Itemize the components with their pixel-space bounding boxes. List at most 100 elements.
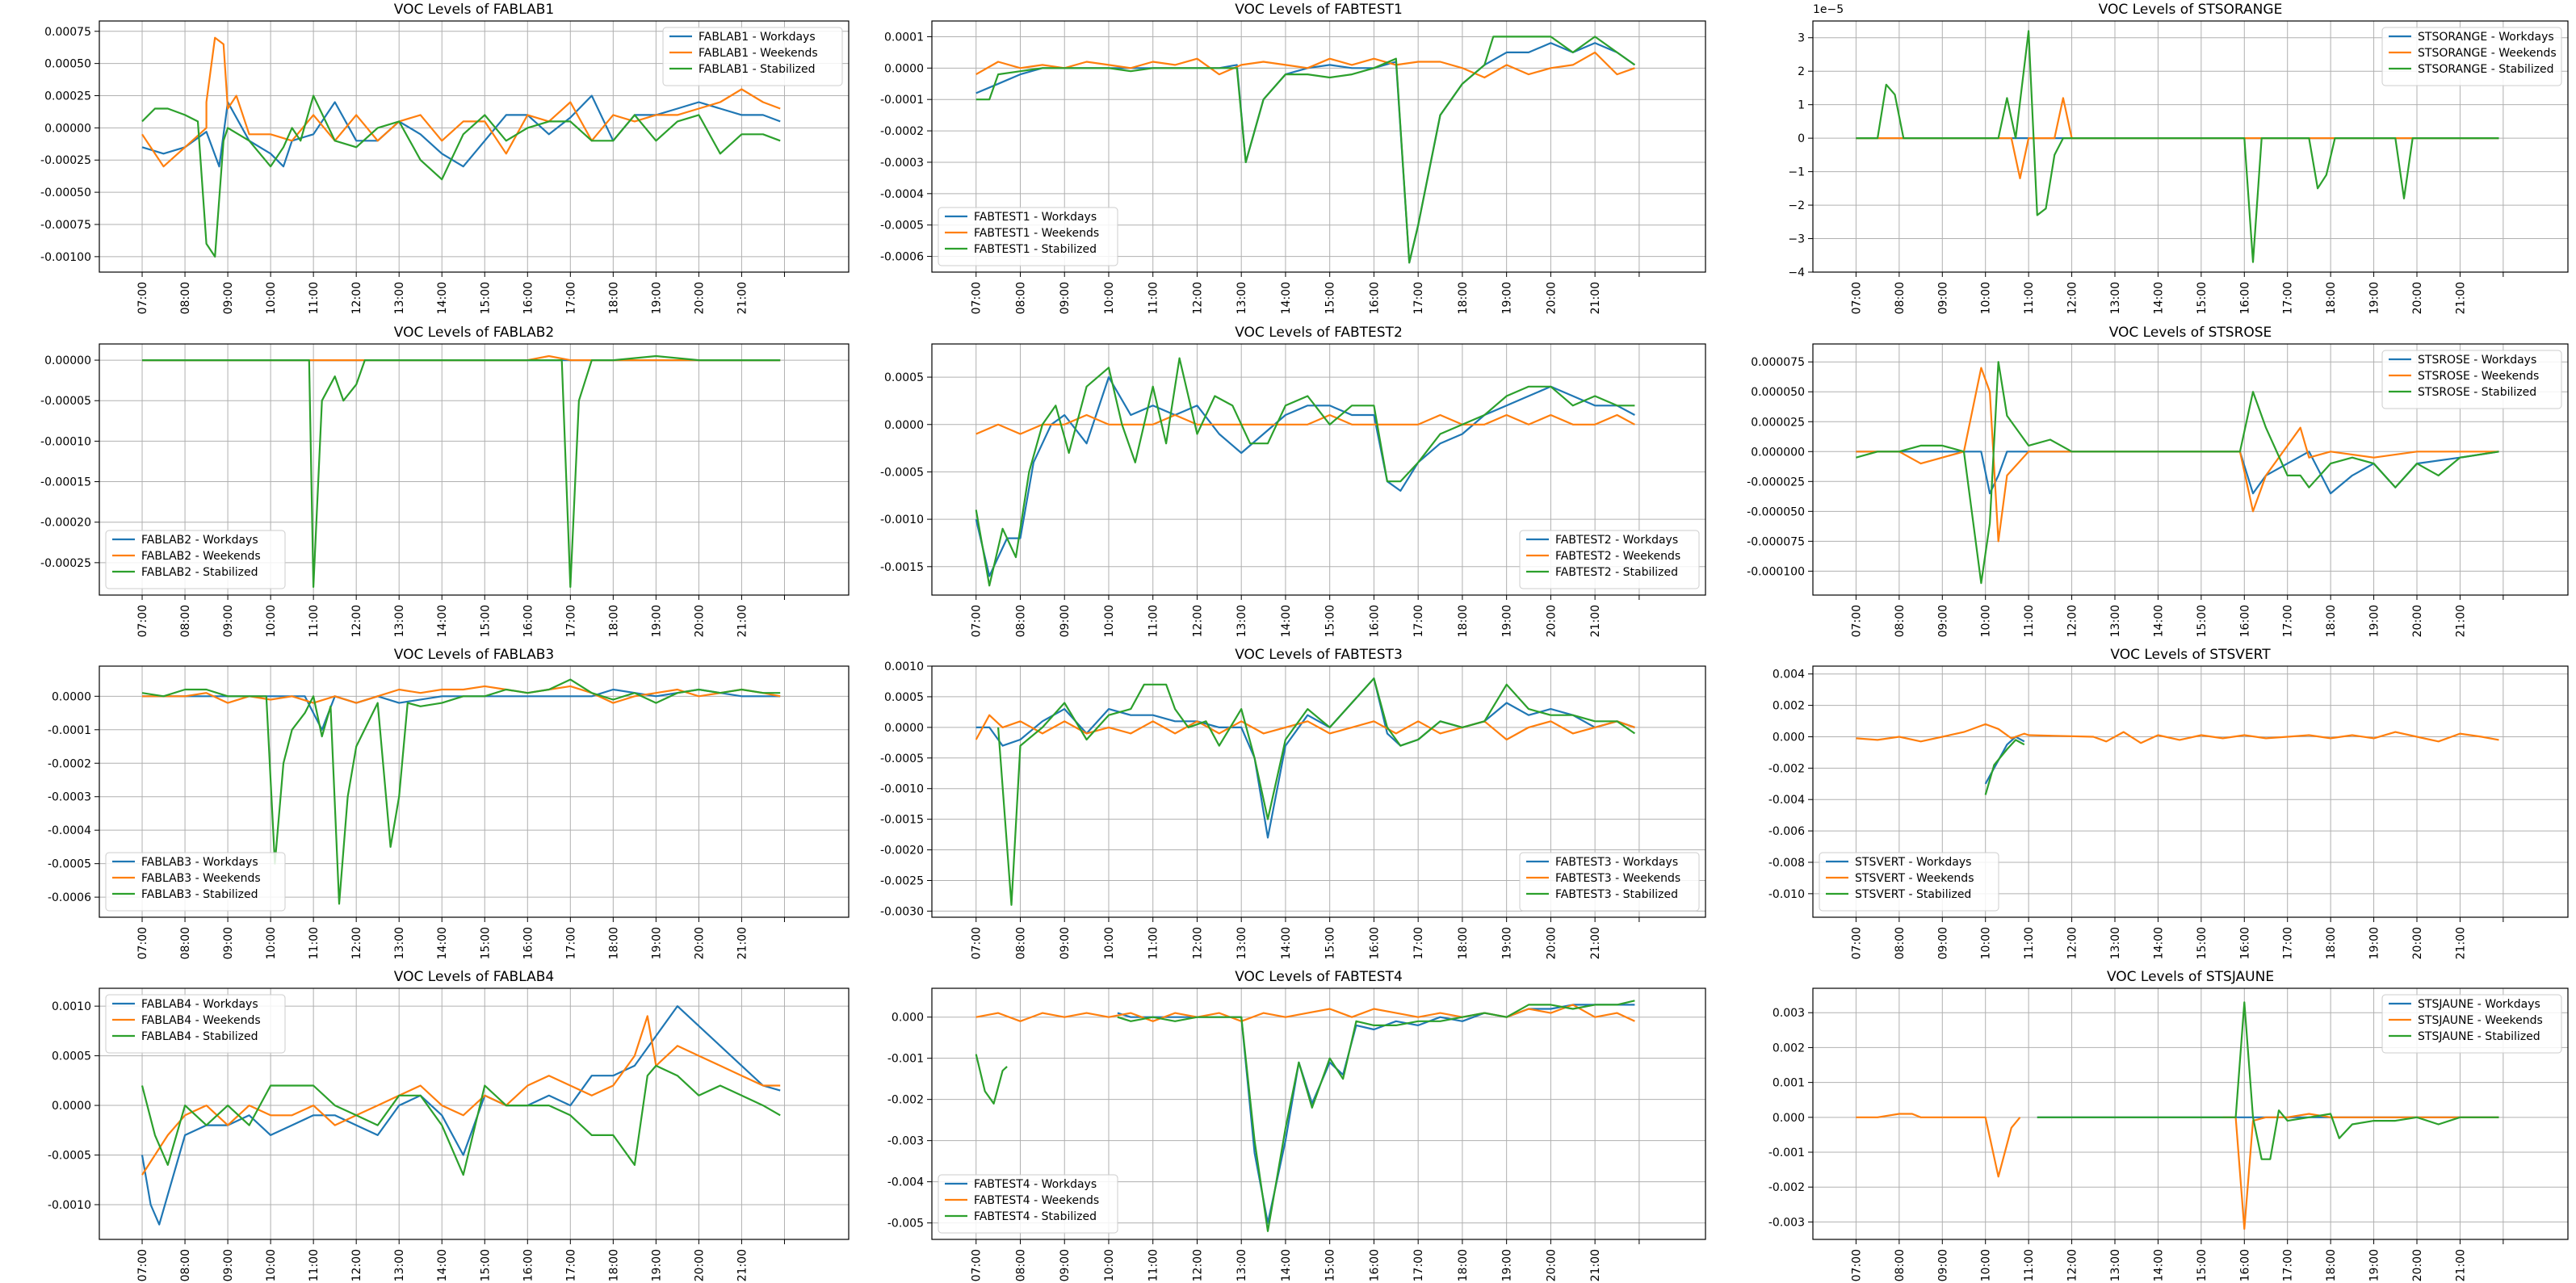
legend-entry: FABTEST4 - Workdays xyxy=(974,1178,1097,1191)
x-tick-label: 08:00 xyxy=(179,1249,192,1281)
x-tick-label: 21:00 xyxy=(2454,927,2467,959)
y-tick-label: -0.0002 xyxy=(48,757,91,770)
legend-entry: FABLAB2 - Workdays xyxy=(141,534,258,547)
y-tick-label: 0.00000 xyxy=(44,354,91,367)
y-tick-label: -0.000050 xyxy=(1747,505,1805,518)
x-tick-label: 09:00 xyxy=(222,1249,235,1281)
y-tick-label: -0.0005 xyxy=(48,1150,91,1163)
x-tick-label: 18:00 xyxy=(607,1249,620,1281)
legend-box xyxy=(105,530,286,589)
y-tick-label: 0.000075 xyxy=(1751,356,1805,369)
y-tick-label: 3 xyxy=(1798,32,1805,45)
x-tick-label: 21:00 xyxy=(1589,1249,1602,1281)
subplot-4: VOC Levels of FABTEST2 07:00 08:00 09:00 10:… xyxy=(880,325,1706,637)
x-tick-label: 21:00 xyxy=(2454,605,2467,637)
x-tick-label: 18:00 xyxy=(2325,282,2338,314)
series-line xyxy=(1856,30,2499,263)
legend-entry: FABTEST3 - Stabilized xyxy=(1555,888,1678,901)
series-line xyxy=(2037,1001,2499,1160)
y-tick-label: -0.00100 xyxy=(40,251,91,264)
y-tick-label: -0.0003 xyxy=(880,157,924,170)
legend-box xyxy=(2381,994,2562,1054)
x-tick-label: 17:00 xyxy=(564,605,577,637)
subplot-title: VOC Levels of FABTEST1 xyxy=(1235,2,1403,18)
x-tick-label: 10:00 xyxy=(265,605,278,637)
legend: STSJAUNE - Workdays STSJAUNE - Weekends ST… xyxy=(2381,994,2562,1054)
x-tick-label: 12:00 xyxy=(350,605,363,637)
x-tick-label: 20:00 xyxy=(693,927,706,959)
plot-frame xyxy=(1812,343,2569,596)
x-tick-label: 19:00 xyxy=(650,1249,663,1281)
legend-entry: STSORANGE - Workdays xyxy=(2418,31,2554,44)
y-tick-label: -0.0015 xyxy=(880,814,924,827)
legend-entry: FABLAB3 - Weekends xyxy=(141,872,261,885)
series-group xyxy=(1856,1001,2499,1231)
y-tick-label: -0.002 xyxy=(887,1094,924,1107)
x-tick-label: 14:00 xyxy=(1280,282,1293,314)
x-tick-label: 12:00 xyxy=(350,282,363,314)
legend: FABTEST1 - Workdays FABTEST1 - Weekends FA… xyxy=(938,207,1118,266)
x-tick-label: 08:00 xyxy=(1014,1249,1027,1281)
y-tick-label: -0.0030 xyxy=(880,905,924,918)
series-line xyxy=(142,688,781,731)
y-tick-label: -0.0004 xyxy=(880,188,924,201)
x-tick-label: 19:00 xyxy=(2368,1249,2381,1281)
x-tick-label: 09:00 xyxy=(1936,927,1949,959)
x-tick-label: 10:00 xyxy=(1103,1249,1116,1281)
legend-entry: STSROSE - Weekends xyxy=(2418,370,2539,383)
y-tick-label: 0.004 xyxy=(1773,669,1805,681)
subplot-title: VOC Levels of FABLAB4 xyxy=(394,969,554,985)
x-tick-label: 07:00 xyxy=(971,282,984,314)
legend: FABTEST3 - Workdays FABTEST3 - Weekends FA… xyxy=(1519,852,1700,912)
x-tick-label: 15:00 xyxy=(2196,927,2209,959)
legend-entry: FABLAB1 - Stabilized xyxy=(699,63,815,76)
x-tick-label: 07:00 xyxy=(136,282,149,314)
y-tick-label: -0.001 xyxy=(887,1053,924,1066)
x-tick-label: 17:00 xyxy=(1412,282,1425,314)
x-tick-label: 10:00 xyxy=(1980,927,1993,959)
legend-box xyxy=(2381,350,2562,409)
y-tick-label: -0.0005 xyxy=(880,466,924,479)
x-tick-label: 14:00 xyxy=(2152,1249,2165,1281)
series-line xyxy=(975,36,1636,264)
x-tick-label: 14:00 xyxy=(436,605,449,637)
x-tick-label: 21:00 xyxy=(1589,605,1602,637)
series-line xyxy=(142,685,781,704)
subplot-title: VOC Levels of FABLAB2 xyxy=(394,325,554,341)
x-tick-label: 13:00 xyxy=(1236,282,1248,314)
x-tick-label: 21:00 xyxy=(2454,1249,2467,1281)
x-tick-label: 20:00 xyxy=(693,282,706,314)
y-tick-label: -0.0020 xyxy=(880,845,924,857)
legend-entry: FABTEST2 - Weekends xyxy=(1555,550,1680,563)
x-tick-label: 21:00 xyxy=(736,605,749,637)
x-tick-label: 20:00 xyxy=(1545,605,1558,637)
y-tick-label: 0.002 xyxy=(1773,1042,1805,1054)
x-tick-label: 12:00 xyxy=(1191,605,1204,637)
legend-entry: STSROSE - Stabilized xyxy=(2418,386,2536,399)
x-tick-label: 11:00 xyxy=(2023,1249,2036,1281)
y-tick-label: 0.000050 xyxy=(1751,386,1805,399)
x-tick-label: 07:00 xyxy=(971,927,984,959)
y-tick-label: 0.000 xyxy=(1773,1112,1805,1125)
x-tick-label: 15:00 xyxy=(1324,282,1337,314)
y-tick-label: 0.0005 xyxy=(52,1050,91,1063)
x-tick-label: 12:00 xyxy=(2066,1249,2079,1281)
y-tick-label: 0.00050 xyxy=(44,58,91,71)
x-tick-label: 15:00 xyxy=(479,605,492,637)
x-tick-label: 15:00 xyxy=(479,282,492,314)
subplot-7: VOC Levels of FABTEST3 07:00 08:00 09:00 10:… xyxy=(880,647,1706,959)
series-line xyxy=(997,677,1636,906)
x-tick-label: 17:00 xyxy=(564,1249,577,1281)
x-tick-label: 14:00 xyxy=(1280,605,1293,637)
x-tick-label: 20:00 xyxy=(1545,282,1558,314)
subplot-title: VOC Levels of FABLAB1 xyxy=(394,2,554,18)
x-tick-label: 12:00 xyxy=(350,927,363,959)
series-line xyxy=(975,1004,1635,1022)
y-tick-label: -0.00020 xyxy=(40,517,91,530)
x-tick-label: 17:00 xyxy=(1412,927,1425,959)
subplot-10: VOC Levels of FABTEST4 07:00 08:00 09:00 10:… xyxy=(887,969,1706,1281)
series-line xyxy=(141,678,781,905)
x-tick-label: 20:00 xyxy=(1545,927,1558,959)
y-tick-label: -0.0005 xyxy=(880,220,924,233)
x-tick-label: 07:00 xyxy=(136,927,149,959)
